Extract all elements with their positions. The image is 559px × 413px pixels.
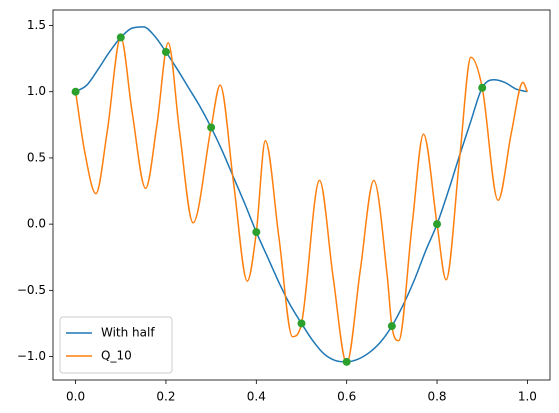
series-line (74, 36, 529, 364)
legend-label: Q_10 (101, 349, 132, 363)
marker (252, 228, 261, 237)
marker (342, 357, 351, 366)
x-tick-label: 0.0 (66, 390, 85, 404)
y-tick-label: −0.5 (17, 283, 46, 297)
marker (161, 47, 170, 56)
marker (433, 220, 442, 229)
legend-label: With half (101, 326, 155, 340)
marker (387, 322, 396, 331)
marker (478, 83, 487, 92)
x-tick-label: 0.6 (337, 390, 356, 404)
y-tick-label: 1.0 (27, 84, 46, 98)
series-line (75, 26, 528, 363)
x-tick-label: 0.4 (247, 390, 266, 404)
x-tick-label: 0.2 (156, 390, 175, 404)
plot-frame (52, 9, 551, 381)
y-tick-label: 0.0 (27, 217, 46, 231)
marker (116, 33, 125, 42)
x-tick-label: 1.0 (518, 390, 537, 404)
x-tick-label: 0.8 (427, 390, 446, 404)
marker (207, 123, 216, 132)
legend-box (59, 316, 173, 374)
y-tick-label: 0.5 (27, 150, 46, 164)
y-tick-label: −1.0 (17, 349, 46, 363)
marker (71, 87, 80, 96)
y-tick-label: 1.5 (27, 18, 46, 32)
marker (297, 319, 306, 328)
